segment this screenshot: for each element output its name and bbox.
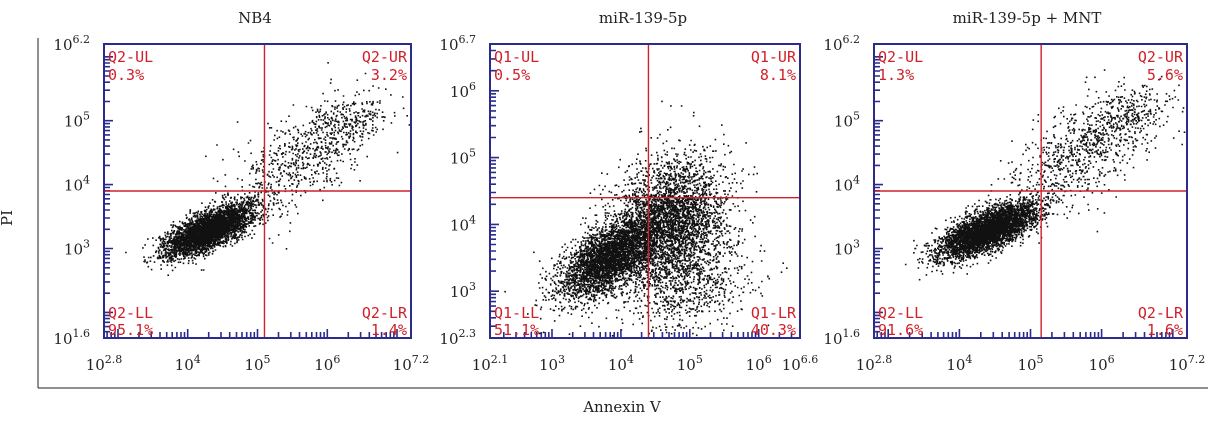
quadrant-ul-pct: 0.3% (108, 66, 144, 84)
dot-cloud (904, 69, 1186, 281)
tick-labels: 102.8 104 105 106 107.2 101.6 103 104 105 106.2 (823, 33, 1205, 374)
panel-title: miR-139-5p (599, 9, 687, 27)
tick-labels: 102.1 103 104 105 106 106.6 102.3 103 104 105 106 1… (439, 33, 818, 374)
event-dots (125, 62, 411, 276)
panel-mir-139-5p-mnt: miR-139-5p + MNT Q2-UL 1.3% Q2-UR 5.6% Q… (823, 9, 1205, 374)
quadrant-ur-pct: 5.6% (1147, 66, 1183, 84)
y-tick-label: 101.6 (53, 327, 90, 348)
quadrant-ll-name: Q2-LL (878, 304, 923, 322)
dot-cloud (504, 100, 788, 337)
y-tick-label: 102.3 (439, 327, 476, 348)
y-tick-label: 104 (834, 174, 860, 195)
plot-frame (489, 43, 801, 339)
log-minor-ticks (490, 43, 793, 339)
dot-cloud (125, 62, 411, 276)
minor-ticks (490, 43, 793, 339)
quadrant-lr-pct: 40.3% (751, 321, 796, 339)
y-tick-label: 105 (834, 110, 860, 131)
y-tick-label: 106 (450, 80, 476, 101)
y-tick-label: 105 (64, 110, 90, 131)
quadrant-ur-name: Q2-UR (1138, 48, 1184, 66)
y-tick-label: 103 (64, 238, 90, 259)
y-tick-label: 103 (834, 238, 860, 259)
x-tick-label: 106 (1089, 353, 1115, 374)
quadrant-ul-pct: 1.3% (878, 66, 914, 84)
x-tick-label: 106.6 (782, 353, 819, 374)
log-minor-ticks (874, 56, 1174, 339)
panel-title: NB4 (238, 9, 272, 27)
quadrant-ll-name: Q2-LL (108, 304, 153, 322)
quadrant-lr-pct: 1.4% (371, 321, 407, 339)
log-minor-ticks (104, 56, 398, 339)
x-tick-label: 102.8 (86, 353, 123, 374)
x-tick-label: 106 (746, 353, 772, 374)
plot-frame (873, 43, 1188, 339)
x-tick-label: 106 (314, 353, 340, 374)
quadrant-ll-pct: 91.6% (878, 321, 923, 339)
figure-xlabel: Annexin V (582, 398, 662, 416)
x-tick-label: 104 (608, 353, 634, 374)
y-tick-label: 104 (450, 213, 476, 234)
y-tick-label: 106.7 (439, 33, 476, 54)
quadrant-ll-pct: 51.1% (494, 321, 539, 339)
minor-ticks (104, 56, 398, 339)
plot-frame (103, 43, 412, 339)
minor-ticks (874, 56, 1174, 339)
x-tick-label: 104 (946, 353, 972, 374)
quadrant-lr-name: Q2-LR (362, 304, 408, 322)
panel-title: miR-139-5p + MNT (953, 9, 1102, 27)
x-tick-label: 102.8 (856, 353, 893, 374)
y-tick-label: 103 (450, 280, 476, 301)
quadrant-ur-pct: 3.2% (371, 66, 407, 84)
quadrant-ll-pct: 95.1% (108, 321, 153, 339)
quadrant-ur-name: Q2-UR (362, 48, 408, 66)
tick-labels: 102.8 104 105 106 107.2 101.6 103 104 105 106.2 (53, 33, 429, 374)
x-tick-label: 105 (1017, 353, 1043, 374)
x-tick-label: 105 (244, 353, 270, 374)
event-dots (504, 100, 788, 337)
x-tick-label: 107.2 (393, 353, 430, 374)
quadrant-lr-name: Q2-LR (1138, 304, 1184, 322)
x-tick-label: 107.2 (1169, 353, 1206, 374)
panel-mir-139-5p: miR-139-5p Q1-UL 0.5% Q1-UR 8.1% Q1-LL 5… (439, 9, 818, 374)
y-tick-label: 106.2 (823, 33, 860, 54)
x-tick-label: 105 (677, 353, 703, 374)
quadrant-ul-pct: 0.5% (494, 66, 530, 84)
quadrant-ul-name: Q2-UL (878, 48, 923, 66)
x-tick-label: 104 (175, 353, 201, 374)
x-tick-label: 102.1 (472, 353, 509, 374)
quadrant-lr-pct: 1.6% (1147, 321, 1183, 339)
quadrant-ur-pct: 8.1% (760, 66, 796, 84)
y-tick-label: 104 (64, 174, 90, 195)
y-tick-label: 101.6 (823, 327, 860, 348)
figure-ylabel: PI (0, 210, 16, 226)
y-tick-label: 106.2 (53, 33, 90, 54)
y-tick-label: 105 (450, 147, 476, 168)
event-dots (904, 69, 1186, 281)
quadrant-ul-name: Q2-UL (108, 48, 153, 66)
quadrant-ll-name: Q1-LL (494, 304, 539, 322)
panel-nb4: NB4 Q2-UL 0.3% Q2-UR 3.2% Q2-LL 95.1% Q2… (53, 9, 429, 374)
x-tick-label: 103 (539, 353, 565, 374)
quadrant-lr-name: Q1-LR (751, 304, 797, 322)
quadrant-ul-name: Q1-UL (494, 48, 539, 66)
quadrant-ur-name: Q1-UR (751, 48, 797, 66)
